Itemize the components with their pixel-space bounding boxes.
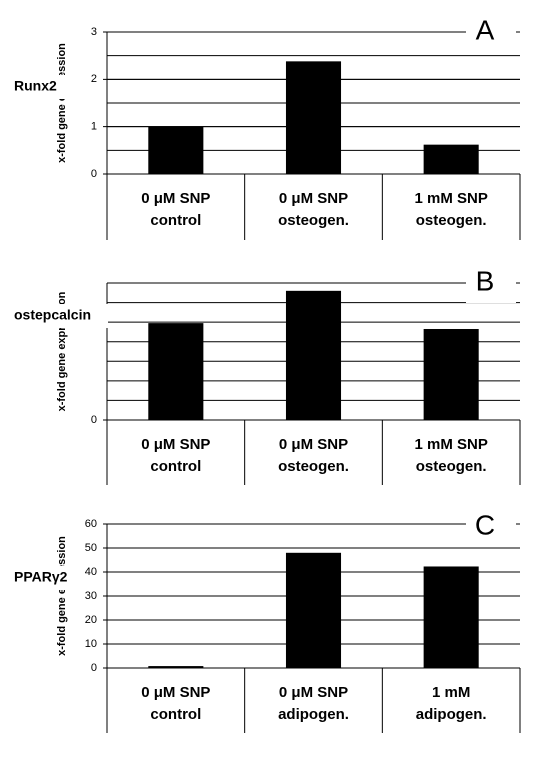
gene-label-box <box>10 566 70 590</box>
y-axis-label: x-fold gene expression <box>56 536 68 656</box>
x-tick-label: control <box>150 458 201 475</box>
bar <box>148 126 204 174</box>
gene-label: PPARγ2 <box>14 569 68 585</box>
x-tick-label: 0 μM SNP <box>141 684 210 701</box>
x-tick-label: control <box>150 706 201 723</box>
x-tick-label: osteogen. <box>278 212 349 229</box>
bar <box>423 566 479 668</box>
y-tick-label: 2 <box>91 73 97 85</box>
y-axis-label: x-fold gene expression <box>56 43 68 163</box>
panel-label: B <box>476 265 495 296</box>
panel-label-box <box>466 261 516 303</box>
y-tick-label: 10 <box>85 638 97 650</box>
x-tick-label: 0 μM SNP <box>279 436 348 453</box>
bar <box>423 328 479 420</box>
y-tick-label: 60 <box>85 518 97 530</box>
panel-label-box <box>466 10 516 52</box>
gene-label-box <box>10 75 70 99</box>
gene-label-box <box>10 304 108 328</box>
x-tick-label: 0 μM SNP <box>279 684 348 701</box>
y-tick-label: 40 <box>85 566 97 578</box>
y-tick-label: 0 <box>91 168 97 180</box>
bar <box>148 666 204 668</box>
y-tick-label: 3 <box>91 26 97 38</box>
x-tick-label: osteogen. <box>278 458 349 475</box>
bar <box>423 144 479 174</box>
panel-label: A <box>476 14 495 45</box>
y-tick-label: 0 <box>91 662 97 674</box>
x-tick-label: 1 mM SNP <box>414 436 487 453</box>
bar <box>148 323 204 420</box>
bar <box>285 290 342 420</box>
x-tick-label: adipogen. <box>416 706 487 723</box>
x-tick-label: 0 μM SNP <box>279 190 348 207</box>
y-tick-label: 50 <box>85 542 97 554</box>
panel-label: C <box>475 509 495 540</box>
y-tick-label: 1 <box>91 121 97 133</box>
bar <box>285 552 342 668</box>
x-tick-label: 1 mM <box>432 684 470 701</box>
x-tick-label: 1 mM SNP <box>414 190 487 207</box>
panel-label-box <box>466 505 516 547</box>
x-tick-label: osteogen. <box>416 212 487 229</box>
x-tick-label: 0 μM SNP <box>141 190 210 207</box>
bar <box>285 61 342 175</box>
x-tick-label: osteogen. <box>416 458 487 475</box>
y-tick-label: 0 <box>91 414 97 426</box>
y-tick-label: 20 <box>85 614 97 626</box>
gene-label: ostepcalcin <box>14 307 91 323</box>
x-tick-label: adipogen. <box>278 706 349 723</box>
x-tick-label: 0 μM SNP <box>141 436 210 453</box>
y-tick-label: 30 <box>85 590 97 602</box>
x-tick-label: control <box>150 212 201 229</box>
gene-label: Runx2 <box>14 78 57 94</box>
